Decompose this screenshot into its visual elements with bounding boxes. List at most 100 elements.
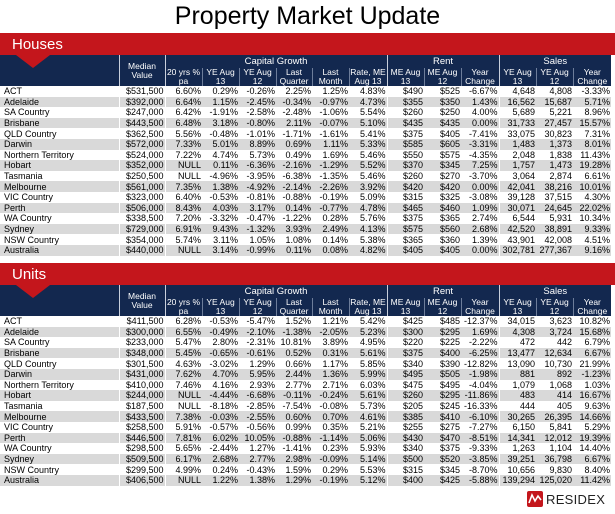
table-cell: $500 bbox=[386, 453, 424, 465]
table-cell: 11.42% bbox=[573, 474, 612, 486]
table-cell: 1.22% bbox=[202, 474, 239, 486]
table-cell: 0.11% bbox=[202, 160, 239, 171]
table-cell: 3.17% bbox=[239, 202, 276, 214]
table-cell: 5.33% bbox=[349, 138, 387, 150]
column-header: YE Aug 13 bbox=[498, 298, 537, 316]
table-cell: $460 bbox=[424, 202, 461, 214]
table-row: Brisbane $443,500 6.48% 3.18% -0.80% 2.11% -0.… bbox=[0, 117, 612, 129]
table-row: WA Country $298,500 5.65% -2.44% 1.27% -1.41%… bbox=[0, 443, 611, 454]
region-name: Tasmania bbox=[4, 171, 43, 182]
table-cell: 5.47% bbox=[164, 337, 202, 348]
table-cell: $225 bbox=[439, 337, 460, 348]
table-cell: -4.35% bbox=[469, 149, 498, 160]
table-cell: 4.51% bbox=[584, 234, 611, 245]
table-cell: -2.55% bbox=[239, 411, 276, 422]
table-cell: 5.85% bbox=[359, 358, 386, 369]
table-cell: 38,891 bbox=[536, 223, 574, 235]
table-cell: 26,395 bbox=[536, 411, 574, 422]
table-cell: $440,000 bbox=[118, 244, 165, 256]
table-cell: 6.42% bbox=[164, 107, 202, 118]
column-header: Year Change bbox=[460, 298, 500, 316]
table-cell: 6.48% bbox=[164, 117, 202, 129]
table-cell: -0.11% bbox=[276, 390, 312, 401]
table-cell: $375 bbox=[439, 443, 460, 454]
region-name: Perth bbox=[0, 432, 119, 444]
table-cell: 2,874 bbox=[549, 171, 573, 182]
table-cell: $345 bbox=[424, 160, 461, 171]
table-cell: 8.96% bbox=[584, 107, 611, 118]
table-cell: $260 bbox=[386, 170, 424, 182]
table-cell: 4.82% bbox=[349, 244, 387, 256]
column-header: Year Change bbox=[572, 298, 612, 316]
table-cell: $350 bbox=[424, 96, 461, 108]
region-name: Hobart bbox=[0, 390, 119, 401]
table-cell: -0.56% bbox=[246, 422, 275, 433]
column-header: YE Aug 12 bbox=[238, 298, 276, 316]
table-cell: 1,757 bbox=[498, 160, 537, 171]
table-cell: 1.17% bbox=[322, 358, 348, 369]
table-cell: 8.01% bbox=[573, 138, 612, 150]
table-cell: 42,041 bbox=[498, 181, 537, 192]
column-header: ME Aug 13 bbox=[386, 68, 424, 86]
table-cell: $572,000 bbox=[118, 138, 165, 150]
table-cell: 6.67% bbox=[573, 347, 612, 359]
header-rent: Rent bbox=[386, 55, 500, 68]
table-cell: 3.11% bbox=[213, 234, 238, 245]
table-cell: 6.02% bbox=[202, 432, 239, 444]
table-cell: 6.79% bbox=[584, 337, 611, 348]
column-header: Year Change bbox=[572, 68, 612, 86]
table-cell: NULL bbox=[164, 474, 202, 486]
table-cell: $260 bbox=[386, 107, 424, 118]
table-cell: 24,645 bbox=[536, 202, 574, 214]
table-cell: 10.05% bbox=[239, 432, 276, 444]
table-cell: 6.28% bbox=[164, 316, 202, 327]
table-cell: 7.81% bbox=[164, 432, 202, 444]
region-name: Australia bbox=[0, 244, 119, 256]
table-cell: $410 bbox=[424, 411, 461, 422]
table-cell: $220 bbox=[386, 337, 424, 348]
table-cell: 8.89% bbox=[239, 138, 276, 150]
table-cell: $315 bbox=[386, 464, 424, 475]
table-cell: -2.10% bbox=[239, 326, 276, 338]
table-cell: 7.33% bbox=[164, 138, 202, 150]
table-cell: $300,000 bbox=[118, 326, 165, 338]
column-header: Last Month bbox=[311, 68, 349, 86]
table-cell: 30,823 bbox=[544, 128, 573, 139]
table-cell: 5.71% bbox=[573, 96, 612, 108]
table-cell: -4.44% bbox=[202, 390, 239, 401]
table-cell: -6.67% bbox=[469, 86, 498, 97]
table-cell: 6.61% bbox=[584, 171, 611, 182]
table-cell: 4.95% bbox=[359, 337, 386, 348]
table-cell: -1.38% bbox=[276, 326, 312, 338]
notch-decoration bbox=[16, 55, 50, 68]
table-cell: 9.43% bbox=[202, 223, 239, 235]
table-cell: 0.66% bbox=[285, 358, 311, 369]
table-cell: 4.03% bbox=[202, 202, 239, 214]
table-cell: 7.22% bbox=[164, 149, 202, 161]
table-cell: 4.83% bbox=[359, 86, 386, 97]
table-cell: $390 bbox=[439, 358, 460, 369]
table-cell: 1.69% bbox=[461, 326, 500, 338]
table-cell: 7.20% bbox=[164, 213, 202, 224]
table-cell: 2.93% bbox=[249, 379, 275, 390]
table-cell: 4.16% bbox=[212, 379, 238, 390]
table-cell: 1.25% bbox=[322, 86, 348, 97]
table-cell: $405 bbox=[386, 244, 424, 256]
table-cell: $233,000 bbox=[118, 337, 165, 348]
table-cell: 19.39% bbox=[573, 432, 612, 444]
header-sales: Sales bbox=[498, 285, 612, 298]
table-cell: $506,000 bbox=[118, 202, 165, 214]
table-cell: -6.25% bbox=[461, 347, 500, 359]
table-cell: $475 bbox=[386, 379, 424, 391]
table-cell: -9.33% bbox=[469, 443, 498, 454]
table-cell: -0.53% bbox=[209, 316, 238, 327]
table-cell: $505 bbox=[424, 368, 461, 380]
table-cell: 5.65% bbox=[164, 443, 202, 454]
table-cell: -3.33% bbox=[581, 86, 611, 97]
table-cell: $362,500 bbox=[118, 128, 165, 139]
region-name: QLD Country bbox=[4, 358, 57, 369]
table-cell: -2.05% bbox=[312, 326, 349, 338]
table-row: SA Country $247,000 6.42% -1.91% -2.58% -2.48… bbox=[0, 107, 611, 118]
table-row: Australia $440,000 NULL 3.14% -0.99% 0.11% 0.0… bbox=[0, 244, 612, 256]
table-cell: -1.06% bbox=[319, 107, 348, 118]
